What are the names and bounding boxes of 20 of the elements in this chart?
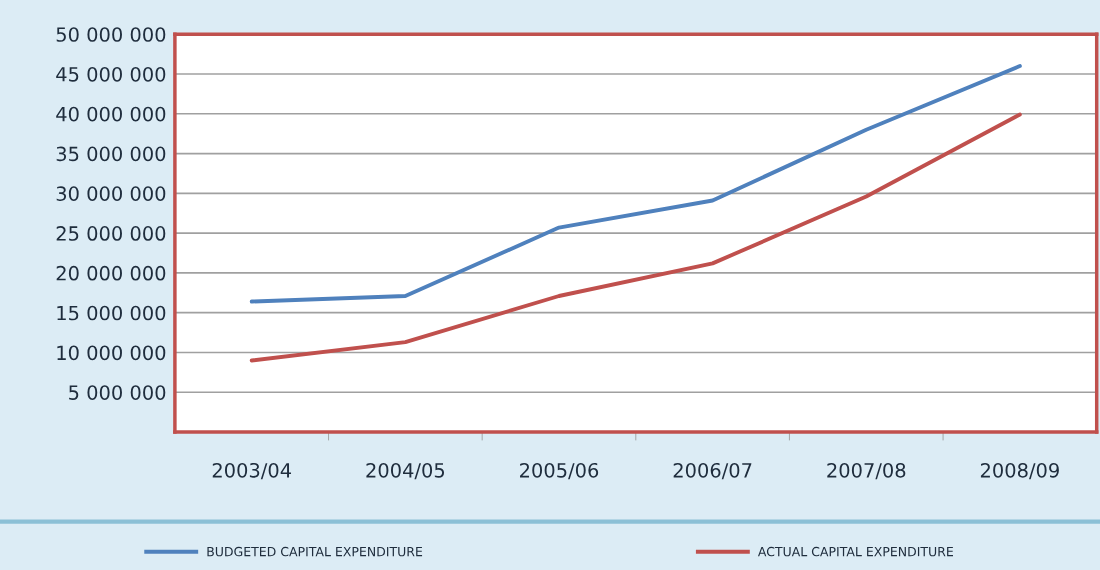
x-tick-label: 2004/05 bbox=[366, 462, 445, 480]
y-tick-label: 15 000 000 bbox=[57, 305, 166, 321]
y-tick-label: 5 000 000 bbox=[69, 385, 166, 400]
y-tick-label: 40 000 000 bbox=[56, 106, 166, 122]
x-tick-label: 2008/09 bbox=[980, 462, 1059, 480]
x-tick-label: 2006/07 bbox=[673, 462, 752, 480]
line-series bbox=[249, 112, 1022, 363]
x-tick-label: 2005/06 bbox=[520, 462, 599, 480]
y-tick-label: 35 000 000 bbox=[56, 146, 166, 162]
x-tick-label: 2007/08 bbox=[827, 462, 906, 480]
y-tick-label: 50 000 000 bbox=[56, 27, 166, 42]
y-tick-label: 10 000 000 bbox=[57, 345, 166, 361]
legend-label: ACTUAL CAPITAL EXPENDITURE bbox=[757, 546, 953, 557]
legend-label: BUDGETED CAPITAL EXPENDITURE bbox=[207, 546, 423, 557]
y-tick-label: 45 000 000 bbox=[56, 66, 166, 82]
x-tick-label: 2003/04 bbox=[212, 462, 292, 480]
y-tick-label: 20 000 000 bbox=[56, 265, 166, 281]
line-series bbox=[249, 64, 1022, 304]
y-tick-label: 25 000 000 bbox=[56, 226, 166, 241]
y-tick-label: 30 000 000 bbox=[56, 186, 166, 202]
